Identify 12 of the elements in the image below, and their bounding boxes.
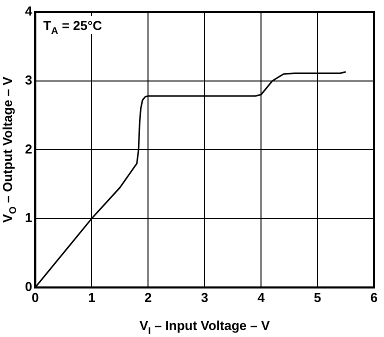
- x-tick-label: 3: [201, 290, 208, 305]
- x-tick-label: 2: [144, 290, 152, 305]
- x-tick-label: 6: [370, 290, 378, 305]
- y-tick-label: 1: [24, 210, 32, 226]
- y-axis-title: VO – Output Voltage – V: [0, 76, 19, 223]
- y-tick-label: 3: [24, 72, 32, 88]
- x-tick-label: 1: [88, 290, 96, 305]
- y-tick-label: 4: [24, 4, 33, 19]
- x-tick-label: 4: [257, 290, 266, 305]
- y-tick-label: 0: [24, 278, 32, 294]
- x-tick-label: 5: [314, 290, 322, 305]
- y-tick-label: 2: [24, 141, 32, 156]
